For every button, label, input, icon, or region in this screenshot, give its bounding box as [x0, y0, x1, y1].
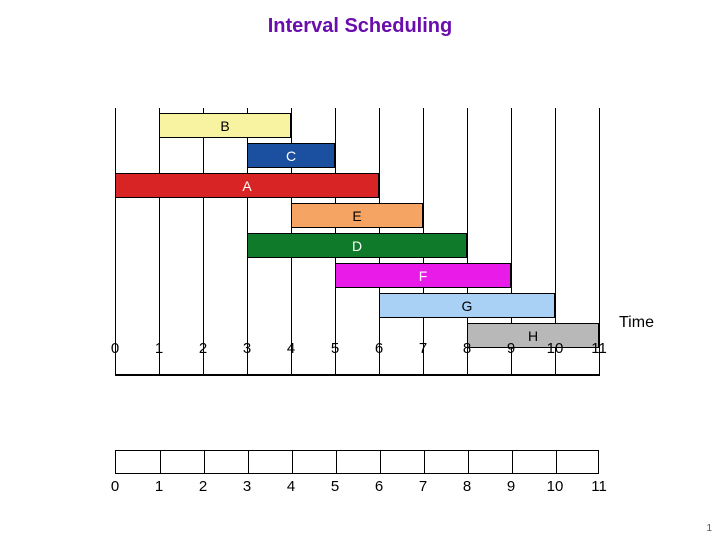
x-axis-label: Time — [619, 314, 654, 332]
interval-bar-g: G — [379, 293, 555, 318]
tick-label: 5 — [331, 340, 339, 357]
cell-divider — [512, 451, 513, 473]
cell-divider — [336, 451, 337, 473]
empty-timeline — [115, 450, 599, 474]
tick-label: 3 — [243, 478, 251, 495]
tick-label: 0 — [111, 478, 119, 495]
interval-bar-f: F — [335, 263, 511, 288]
tick-label: 11 — [591, 340, 607, 357]
cell-divider — [380, 451, 381, 473]
tick-label: 4 — [287, 478, 295, 495]
cell-divider — [556, 451, 557, 473]
tick-label: 11 — [591, 478, 607, 495]
x-axis — [115, 374, 600, 376]
tick-label: 10 — [547, 340, 564, 357]
cell-divider — [424, 451, 425, 473]
tick-label: 7 — [419, 340, 427, 357]
tick-label: 10 — [547, 478, 564, 495]
cell-divider — [204, 451, 205, 473]
tick-label: 5 — [331, 478, 339, 495]
interval-bar-h: H — [467, 323, 599, 348]
tick-label: 2 — [199, 340, 207, 357]
cell-divider — [160, 451, 161, 473]
interval-bar-d: D — [247, 233, 467, 258]
slide-number: 1 — [706, 523, 712, 534]
tick-label: 4 — [287, 340, 295, 357]
interval-bar-b: B — [159, 113, 291, 138]
interval-bar-c: C — [247, 143, 335, 168]
tick-label: 8 — [463, 478, 471, 495]
tick-label: 9 — [507, 340, 515, 357]
gridline — [203, 108, 204, 374]
tick-label: 6 — [375, 478, 383, 495]
tick-label: 3 — [243, 340, 251, 357]
interval-bar-a: A — [115, 173, 379, 198]
chart-title: Interval Scheduling — [0, 0, 720, 38]
tick-label: 8 — [463, 340, 471, 357]
tick-label: 0 — [111, 340, 119, 357]
tick-label: 1 — [155, 340, 163, 357]
gridline — [159, 108, 160, 374]
tick-label: 1 — [155, 478, 163, 495]
cell-divider — [292, 451, 293, 473]
cell-divider — [248, 451, 249, 473]
interval-bar-e: E — [291, 203, 423, 228]
tick-label: 9 — [507, 478, 515, 495]
tick-label: 6 — [375, 340, 383, 357]
tick-label: 7 — [419, 478, 427, 495]
cell-divider — [468, 451, 469, 473]
tick-label: 2 — [199, 478, 207, 495]
gridline — [599, 108, 600, 374]
gridline — [115, 108, 116, 374]
